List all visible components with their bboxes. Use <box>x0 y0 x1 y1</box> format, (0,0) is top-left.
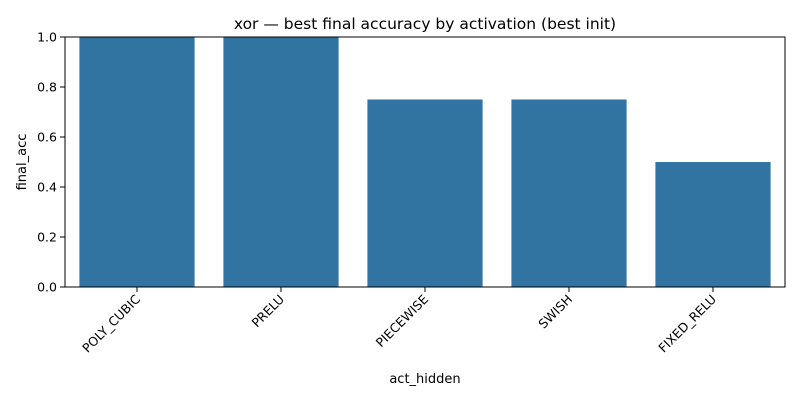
x-axis-label: act_hidden <box>389 372 460 387</box>
y-axis-label: final_acc <box>15 134 30 191</box>
x-tick-label: POLY_CUBIC <box>79 291 143 355</box>
bar-prelu <box>223 37 339 287</box>
x-tick-label: FIXED_RELU <box>655 292 719 356</box>
x-tick-label: PIECEWISE <box>373 291 431 349</box>
y-tick-label: 0.4 <box>37 180 57 195</box>
y-tick-label: 0.8 <box>37 80 57 95</box>
x-tick-label: PRELU <box>248 292 287 331</box>
bar-swish <box>511 99 627 287</box>
bar-fixed-relu <box>655 162 771 287</box>
y-tick-label: 1.0 <box>37 30 57 45</box>
y-tick-label: 0.6 <box>37 130 57 145</box>
plot-area: 0.0 0.2 0.4 0.6 0.8 1.0 POLY_CUBIC PRELU PIECEWI… <box>37 30 786 356</box>
y-tick-label: 0.2 <box>37 230 57 245</box>
bar-poly-cubic <box>79 37 195 287</box>
bar-piecewise <box>367 99 483 287</box>
y-tick-label: 0.0 <box>37 280 57 295</box>
chart-title: xor — best final accuracy by activation … <box>234 15 616 33</box>
x-tick-label: SWISH <box>535 292 575 332</box>
axes-frame <box>64 36 786 288</box>
